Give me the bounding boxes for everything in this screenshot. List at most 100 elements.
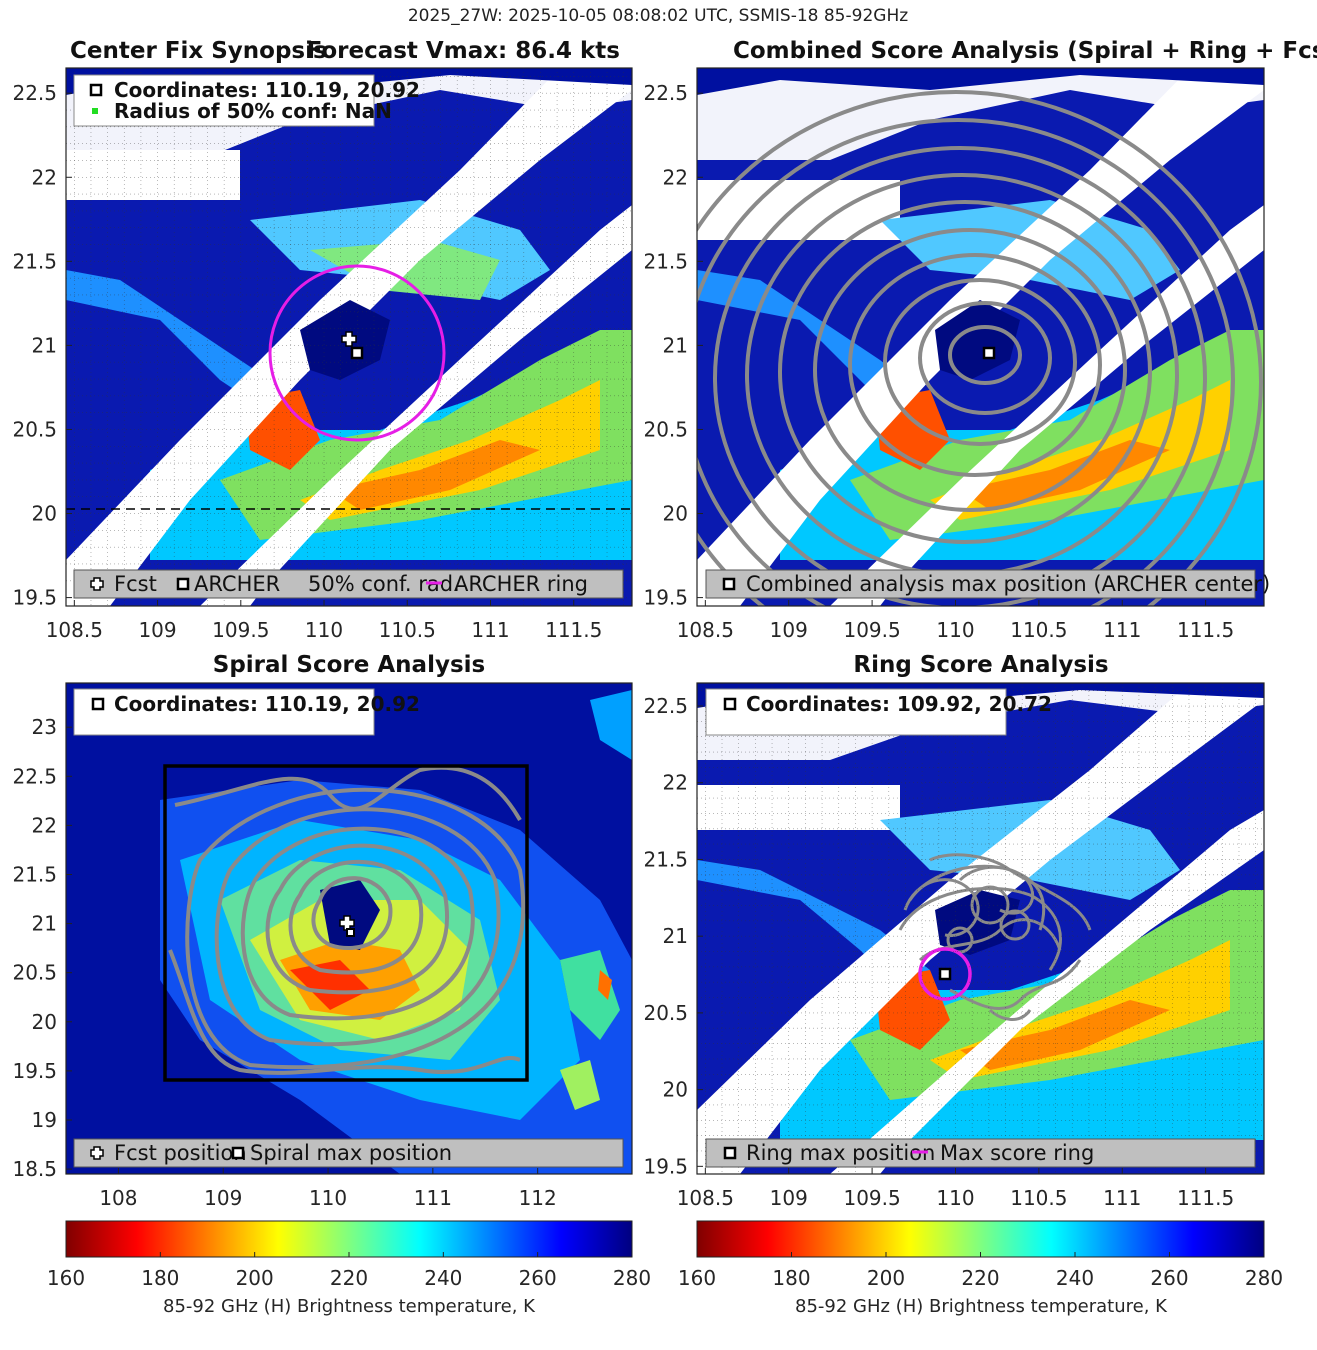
coordinates-text: Coordinates: 110.19, 20.92 (114, 692, 420, 716)
colorbar-gradient (696, 1220, 1265, 1258)
x-tick-label: 109 (770, 618, 808, 642)
spiral-score-contours (168, 765, 526, 1075)
colorbar-tick-label: 260 (519, 1266, 557, 1290)
max-score-ring (918, 947, 972, 1001)
heatmap-image (697, 68, 1264, 606)
x-tick-label: 109 (204, 1186, 242, 1210)
y-tick-label: 22.5 (643, 81, 688, 105)
x-tick-label: 111 (471, 618, 509, 642)
colorbar-right: 160 180 200 220 240 260 280 85-92 GHz (H) Brig… (678, 1220, 1283, 1317)
y-tick-label: 20.5 (12, 417, 57, 441)
archer-center-marker (350, 346, 364, 360)
y-tick-label: 22 (663, 771, 688, 795)
panel-title: Spiral Score Analysis (213, 652, 485, 678)
legend: Combined analysis max position (ARCHER c… (705, 569, 1270, 599)
panel-title-left: Center Fix Synopsis (70, 38, 327, 64)
square-marker-icon (722, 577, 736, 591)
x-tick-label: 111 (1103, 618, 1141, 642)
panel-title: Ring Score Analysis (853, 652, 1108, 678)
x-tick-label: 109 (770, 1186, 808, 1210)
y-tick-label: 19.5 (12, 1059, 57, 1083)
x-tick-label: 112 (519, 1186, 557, 1210)
radius-marker (92, 108, 98, 114)
y-tick-label: 19.5 (643, 1154, 688, 1178)
legend-archer: ARCHER (194, 572, 280, 596)
x-tick-label: 110 (305, 618, 343, 642)
legend-fcst-position: Fcst position (114, 1141, 247, 1165)
x-tick-label: 108 (99, 1186, 137, 1210)
coordinates-marker (91, 697, 105, 711)
figure-title: 2025_27W: 2025-10-05 08:08:02 UTC, SSMIS… (408, 6, 908, 26)
x-tick-label: 109.5 (212, 618, 269, 642)
ring-max-marker (938, 967, 952, 981)
y-tick-label: 20.5 (643, 417, 688, 441)
colorbar-tick-label: 160 (678, 1266, 716, 1290)
x-tick-label: 110.5 (379, 618, 436, 642)
colorbar-label: 85-92 GHz (H) Brightness temperature, K (163, 1296, 536, 1317)
colorbar-tick-label: 240 (1056, 1266, 1094, 1290)
x-tick-label: 109.5 (843, 618, 900, 642)
plus-icon (90, 577, 104, 591)
colorbar-tick-label: 180 (772, 1266, 810, 1290)
colorbar-tick-label: 280 (1245, 1266, 1283, 1290)
y-tick-label: 20.5 (643, 1001, 688, 1025)
x-tick-label: 110.5 (1010, 618, 1067, 642)
legend: Ring max position Max score ring (705, 1138, 1256, 1168)
panel-title-right: Forecast Vmax: 86.4 kts (307, 38, 620, 64)
colorbar-tick-label: 240 (424, 1266, 462, 1290)
colorbar-tick-label: 220 (961, 1266, 999, 1290)
x-tick-label: 109.5 (843, 1186, 900, 1210)
y-tick-label: 19.5 (643, 586, 688, 610)
y-tick-label: 22.5 (12, 764, 57, 788)
y-tick-label: 20 (32, 1010, 57, 1034)
axis-ticks: 108.5 109 109.5 110 110.5 111 111.5 19.5 20 20.5 2… (643, 81, 1234, 642)
colorbar-tick-label: 200 (867, 1266, 905, 1290)
y-tick-label: 21.5 (643, 847, 688, 871)
grid (66, 68, 632, 606)
ring-score-contours (898, 853, 1092, 1021)
y-tick-label: 21.5 (643, 249, 688, 273)
y-tick-label: 20 (663, 1078, 688, 1102)
y-tick-label: 19.5 (12, 586, 57, 610)
legend-ring-max: Ring max position (746, 1141, 935, 1165)
x-tick-label: 110 (936, 1186, 974, 1210)
x-tick-label: 111 (1103, 1186, 1141, 1210)
x-tick-label: 111.5 (1177, 618, 1234, 642)
y-tick-label: 20 (32, 502, 57, 526)
no-data-region (66, 150, 240, 200)
legend-fcst: Fcst (114, 572, 157, 596)
y-tick-label: 22 (663, 165, 688, 189)
panel-combined-score: Combined Score Analysis (Spiral + Ring +… (643, 38, 1317, 642)
legend: Fcst position Spiral max position (73, 1138, 624, 1168)
panel-title: Combined Score Analysis (Spiral + Ring +… (733, 38, 1317, 64)
colorbar-tick-label: 160 (47, 1266, 85, 1290)
fcst-marker (341, 331, 357, 347)
legend-combined-max: Combined analysis max position (ARCHER c… (746, 572, 1270, 596)
colorbar-tick-label: 260 (1150, 1266, 1188, 1290)
y-tick-label: 20 (663, 502, 688, 526)
x-tick-label: 108.5 (677, 618, 734, 642)
y-tick-label: 21 (32, 333, 57, 357)
x-tick-label: 108.5 (46, 618, 103, 642)
panel-spiral-score: Spiral Score Analysis (12, 652, 633, 1210)
plus-icon (90, 1146, 104, 1160)
y-tick-label: 22.5 (12, 81, 57, 105)
heatmap-image (66, 68, 632, 606)
info-box: Coordinates: 110.19, 20.92 Radius of 50%… (73, 74, 420, 127)
colorbar-tick-label: 200 (236, 1266, 274, 1290)
y-tick-label: 21.5 (12, 862, 57, 886)
x-tick-label: 111.5 (1177, 1186, 1234, 1210)
colorbar-tick-label: 280 (613, 1266, 651, 1290)
spiral-max-marker (346, 928, 355, 937)
square-marker-icon (176, 577, 190, 591)
y-tick-label: 22.5 (643, 694, 688, 718)
x-tick-label: 110 (309, 1186, 347, 1210)
x-tick-label: 108.5 (677, 1186, 734, 1210)
y-tick-label: 19 (32, 1108, 57, 1132)
y-tick-label: 21.5 (12, 249, 57, 273)
combined-max-marker (982, 346, 996, 360)
legend-spiral-max: Spiral max position (250, 1141, 452, 1165)
panel-ring-score: Ring Score Analysis (643, 652, 1265, 1210)
x-tick-label: 110 (936, 618, 974, 642)
no-data-swath (66, 68, 632, 606)
